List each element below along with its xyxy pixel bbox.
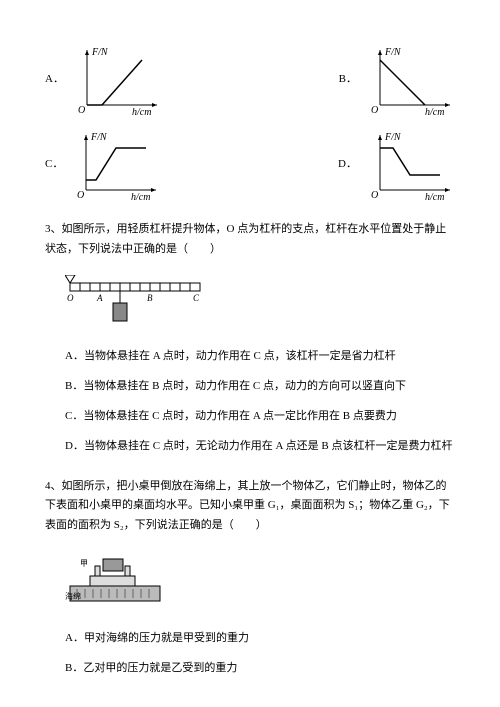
graph-option-b: B． F/N h/cm O: [339, 45, 455, 115]
table-sponge-svg: 甲 海绵: [65, 551, 165, 606]
svg-text:h/cm: h/cm: [131, 192, 150, 200]
svg-text:O: O: [77, 190, 84, 200]
lever-svg: O A B C: [65, 275, 205, 325]
svg-text:h/cm: h/cm: [425, 107, 444, 115]
graph-b-svg: F/N h/cm O: [365, 45, 455, 115]
origin: O: [78, 105, 85, 115]
graph-option-c: C． F/N h/cm O: [45, 130, 161, 200]
q3-opt-c: C．当物体悬挂在 C 点时，动力作用在 A 点一定比作用在 B 点要费力: [65, 407, 455, 427]
q3-opt-a: A．当物体悬挂在 A 点时，动力作用在 C 点，该杠杆一定是省力杠杆: [65, 347, 455, 367]
graph-row-1: A． F/N h/cm O B． F/N h/cm O: [45, 45, 455, 115]
graph-a-svg: F/N h/cm O: [72, 45, 162, 115]
graph-option-d: D． F/N h/cm O: [338, 130, 455, 200]
svg-text:F/N: F/N: [90, 132, 108, 143]
q4-figure: 甲 海绵: [65, 551, 455, 614]
svg-text:O: O: [371, 190, 378, 200]
q4-opt-b: B．乙对甲的压力就是乙受到的重力: [65, 659, 455, 679]
svg-text:O: O: [371, 105, 378, 115]
q3-opt-b: B．当物体悬挂在 B 点时，动力作用在 C 点，动力的方向可以竖直向下: [65, 377, 455, 397]
q3-stem: 3、如图所示，用轻质杠杆提升物体，O 点为杠杆的支点，杠杆在水平位置处于静止状态…: [45, 220, 455, 260]
ylabel: F/N: [91, 47, 109, 58]
svg-text:A: A: [96, 293, 103, 303]
svg-text:h/cm: h/cm: [425, 192, 444, 200]
label-d: D．: [338, 155, 357, 175]
svg-text:C: C: [193, 293, 200, 303]
q4-opt-a: A．甲对海绵的压力就是甲受到的重力: [65, 629, 455, 649]
svg-text:F/N: F/N: [384, 47, 402, 58]
graph-row-2: C． F/N h/cm O D． F/N h/cm O: [45, 130, 455, 200]
label-c: C．: [45, 155, 63, 175]
graph-option-a: A． F/N h/cm O: [45, 45, 162, 115]
svg-text:F/N: F/N: [384, 132, 402, 143]
graph-d-svg: F/N h/cm O: [365, 130, 455, 200]
label-b: B．: [339, 70, 357, 90]
svg-text:O: O: [67, 293, 74, 303]
q3-figure: O A B C: [65, 275, 455, 333]
q3-opt-d: D．当物体悬挂在 C 点时，无论动力作用在 A 点还是 B 点该杠杆一定是费力杠…: [65, 437, 455, 457]
q4-stem: 4、如图所示，把小桌甲倒放在海绵上，其上放一个物体乙，它们静止时，物体乙的下表面…: [45, 477, 455, 536]
svg-text:甲: 甲: [80, 559, 88, 568]
xlabel: h/cm: [132, 107, 151, 115]
svg-text:海绵: 海绵: [65, 591, 81, 601]
graph-c-svg: F/N h/cm O: [71, 130, 161, 200]
svg-text:B: B: [147, 293, 153, 303]
label-a: A．: [45, 70, 64, 90]
